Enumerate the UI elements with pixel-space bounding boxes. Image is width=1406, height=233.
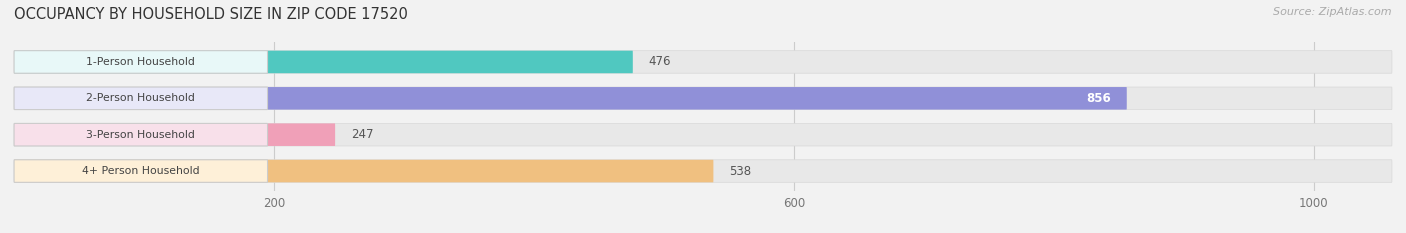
FancyBboxPatch shape	[14, 123, 335, 146]
Text: 476: 476	[648, 55, 671, 69]
FancyBboxPatch shape	[14, 51, 633, 73]
FancyBboxPatch shape	[14, 160, 267, 182]
Text: 538: 538	[728, 164, 751, 178]
FancyBboxPatch shape	[14, 87, 1392, 110]
FancyBboxPatch shape	[14, 51, 1392, 73]
FancyBboxPatch shape	[14, 87, 267, 110]
FancyBboxPatch shape	[14, 160, 713, 182]
FancyBboxPatch shape	[14, 87, 1126, 110]
Text: 856: 856	[1087, 92, 1111, 105]
Text: Source: ZipAtlas.com: Source: ZipAtlas.com	[1274, 7, 1392, 17]
FancyBboxPatch shape	[14, 123, 1392, 146]
FancyBboxPatch shape	[14, 160, 1392, 182]
Text: OCCUPANCY BY HOUSEHOLD SIZE IN ZIP CODE 17520: OCCUPANCY BY HOUSEHOLD SIZE IN ZIP CODE …	[14, 7, 408, 22]
Text: 4+ Person Household: 4+ Person Household	[82, 166, 200, 176]
Text: 3-Person Household: 3-Person Household	[86, 130, 195, 140]
Text: 1-Person Household: 1-Person Household	[86, 57, 195, 67]
Text: 2-Person Household: 2-Person Household	[86, 93, 195, 103]
FancyBboxPatch shape	[14, 51, 267, 73]
FancyBboxPatch shape	[14, 123, 267, 146]
Text: 247: 247	[350, 128, 373, 141]
